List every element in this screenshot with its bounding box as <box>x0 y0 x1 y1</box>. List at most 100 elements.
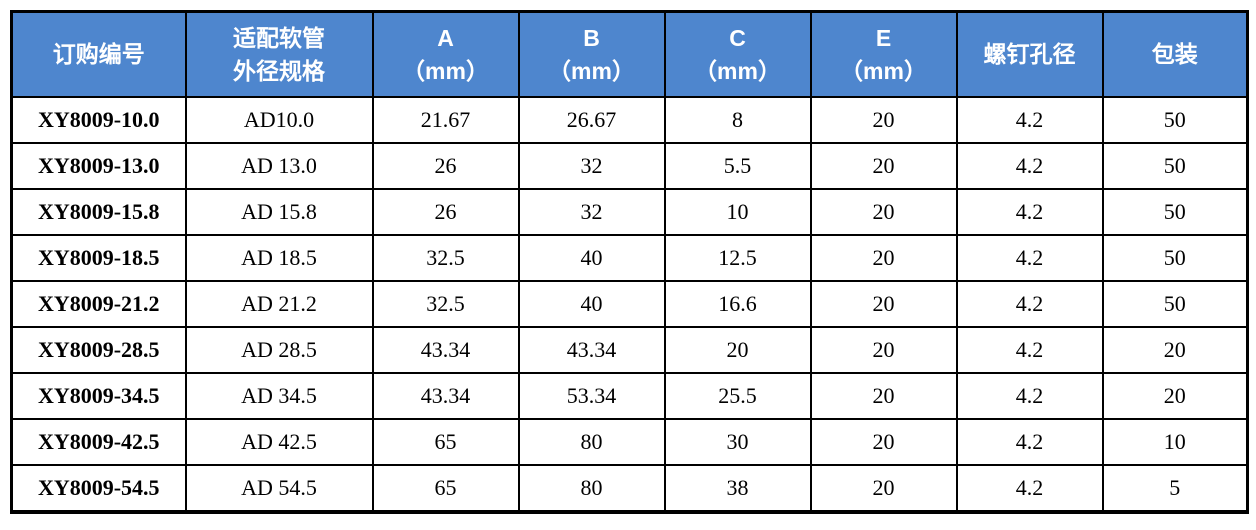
cell-e-mm: 20 <box>809 464 958 513</box>
header-label: 订购编号 <box>52 41 145 68</box>
column-header-order-number: 订购编号 <box>10 10 187 98</box>
cell-c-mm: 10 <box>663 188 812 236</box>
table-row: XY8009-18.5 AD 18.5 32.5 40 12.5 20 4.2 … <box>10 234 1249 282</box>
cell-hose-od-spec: AD 54.5 <box>184 464 374 513</box>
header-sublabel: （mm） <box>840 57 927 84</box>
cell-a-mm: 43.34 <box>371 372 520 420</box>
column-header-e-mm: E （mm） <box>809 10 958 98</box>
cell-c-mm: 38 <box>663 464 812 513</box>
cell-packing: 50 <box>1101 280 1249 328</box>
cell-b-mm: 32 <box>517 142 666 190</box>
cell-screw-hole-diameter: 4.2 <box>955 464 1104 513</box>
column-header-screw-hole-diameter: 螺钉孔径 <box>955 10 1104 98</box>
cell-c-mm: 25.5 <box>663 372 812 420</box>
cell-a-mm: 65 <box>371 418 520 466</box>
cell-e-mm: 20 <box>809 142 958 190</box>
cell-e-mm: 20 <box>809 188 958 236</box>
cell-order-number: XY8009-21.2 <box>10 280 187 328</box>
table-row: XY8009-42.5 AD 42.5 65 80 30 20 4.2 10 <box>10 418 1249 466</box>
cell-screw-hole-diameter: 4.2 <box>955 188 1104 236</box>
cell-hose-od-spec: AD 18.5 <box>184 234 374 282</box>
header-label: A <box>437 25 454 52</box>
cell-b-mm: 26.67 <box>517 96 666 144</box>
header-sublabel: 外径规格 <box>233 57 325 84</box>
table-row: XY8009-21.2 AD 21.2 32.5 40 16.6 20 4.2 … <box>10 280 1249 328</box>
cell-order-number: XY8009-54.5 <box>10 464 187 513</box>
table-row: XY8009-28.5 AD 28.5 43.34 43.34 20 20 4.… <box>10 326 1249 374</box>
table-row: XY8009-15.8 AD 15.8 26 32 10 20 4.2 50 <box>10 188 1249 236</box>
cell-a-mm: 65 <box>371 464 520 513</box>
column-header-packing: 包装 <box>1101 10 1249 98</box>
cell-a-mm: 26 <box>371 142 520 190</box>
cell-hose-od-spec: AD 21.2 <box>184 280 374 328</box>
cell-c-mm: 16.6 <box>663 280 812 328</box>
cell-screw-hole-diameter: 4.2 <box>955 326 1104 374</box>
cell-order-number: XY8009-42.5 <box>10 418 187 466</box>
header-label: C <box>729 25 746 52</box>
table-header: 订购编号 适配软管 外径规格 A （mm） B （mm） C （mm） <box>10 10 1249 98</box>
cell-packing: 50 <box>1101 234 1249 282</box>
column-header-c-mm: C （mm） <box>663 10 812 98</box>
header-sublabel: （mm） <box>402 57 489 84</box>
cell-packing: 20 <box>1101 372 1249 420</box>
column-header-a-mm: A （mm） <box>371 10 520 98</box>
column-header-b-mm: B （mm） <box>517 10 666 98</box>
cell-screw-hole-diameter: 4.2 <box>955 142 1104 190</box>
header-sublabel: （mm） <box>548 57 635 84</box>
cell-a-mm: 21.67 <box>371 96 520 144</box>
cell-a-mm: 32.5 <box>371 280 520 328</box>
product-spec-table: 订购编号 适配软管 外径规格 A （mm） B （mm） C （mm） <box>10 10 1249 514</box>
cell-packing: 10 <box>1101 418 1249 466</box>
cell-order-number: XY8009-10.0 <box>10 96 187 144</box>
cell-b-mm: 40 <box>517 234 666 282</box>
cell-e-mm: 20 <box>809 372 958 420</box>
cell-b-mm: 43.34 <box>517 326 666 374</box>
cell-b-mm: 80 <box>517 464 666 513</box>
cell-c-mm: 12.5 <box>663 234 812 282</box>
cell-e-mm: 20 <box>809 418 958 466</box>
table-row: XY8009-13.0 AD 13.0 26 32 5.5 20 4.2 50 <box>10 142 1249 190</box>
cell-order-number: XY8009-15.8 <box>10 188 187 236</box>
header-label: 螺钉孔径 <box>983 41 1076 68</box>
cell-hose-od-spec: AD 15.8 <box>184 188 374 236</box>
cell-packing: 5 <box>1101 464 1249 513</box>
header-row: 订购编号 适配软管 外径规格 A （mm） B （mm） C （mm） <box>10 10 1249 98</box>
column-header-hose-od-spec: 适配软管 外径规格 <box>184 10 374 98</box>
table-row: XY8009-54.5 AD 54.5 65 80 38 20 4.2 5 <box>10 464 1249 513</box>
cell-packing: 50 <box>1101 96 1249 144</box>
cell-order-number: XY8009-34.5 <box>10 372 187 420</box>
cell-b-mm: 32 <box>517 188 666 236</box>
cell-e-mm: 20 <box>809 280 958 328</box>
table-body: XY8009-10.0 AD10.0 21.67 26.67 8 20 4.2 … <box>10 96 1249 513</box>
cell-screw-hole-diameter: 4.2 <box>955 280 1104 328</box>
cell-c-mm: 8 <box>663 96 812 144</box>
cell-screw-hole-diameter: 4.2 <box>955 234 1104 282</box>
cell-e-mm: 20 <box>809 96 958 144</box>
cell-a-mm: 43.34 <box>371 326 520 374</box>
cell-a-mm: 26 <box>371 188 520 236</box>
cell-c-mm: 30 <box>663 418 812 466</box>
cell-packing: 20 <box>1101 326 1249 374</box>
header-label: B <box>583 25 600 52</box>
cell-screw-hole-diameter: 4.2 <box>955 418 1104 466</box>
cell-order-number: XY8009-28.5 <box>10 326 187 374</box>
cell-screw-hole-diameter: 4.2 <box>955 96 1104 144</box>
cell-order-number: XY8009-13.0 <box>10 142 187 190</box>
cell-packing: 50 <box>1101 142 1249 190</box>
cell-hose-od-spec: AD 28.5 <box>184 326 374 374</box>
cell-order-number: XY8009-18.5 <box>10 234 187 282</box>
cell-a-mm: 32.5 <box>371 234 520 282</box>
table-row: XY8009-34.5 AD 34.5 43.34 53.34 25.5 20 … <box>10 372 1249 420</box>
header-sublabel: （mm） <box>694 57 781 84</box>
cell-c-mm: 20 <box>663 326 812 374</box>
cell-b-mm: 80 <box>517 418 666 466</box>
cell-c-mm: 5.5 <box>663 142 812 190</box>
cell-hose-od-spec: AD 42.5 <box>184 418 374 466</box>
header-label: E <box>875 25 892 52</box>
cell-hose-od-spec: AD10.0 <box>184 96 374 144</box>
cell-screw-hole-diameter: 4.2 <box>955 372 1104 420</box>
cell-e-mm: 20 <box>809 234 958 282</box>
cell-packing: 50 <box>1101 188 1249 236</box>
header-label: 适配软管 <box>233 25 325 52</box>
